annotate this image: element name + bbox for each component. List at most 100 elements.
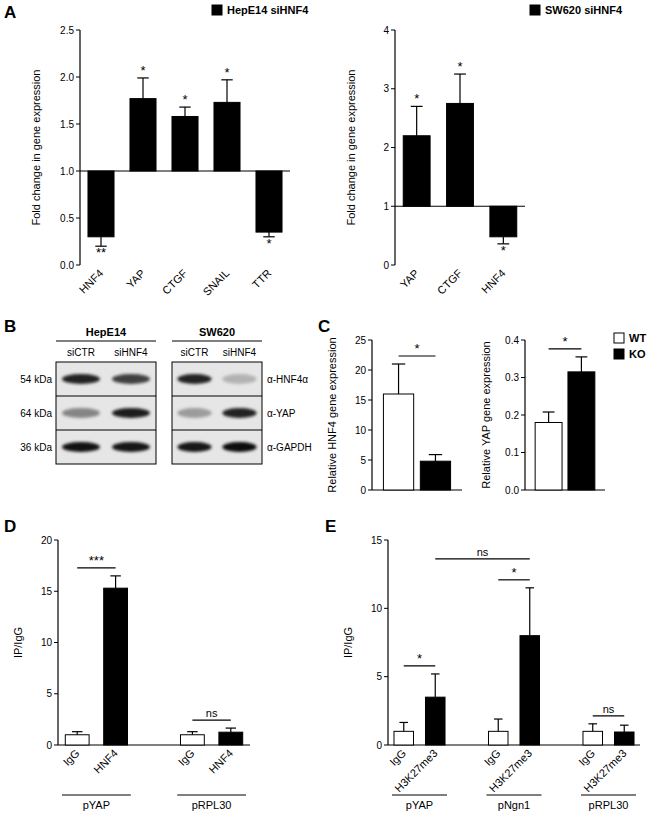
error-cap xyxy=(187,731,197,732)
error-stem xyxy=(459,74,460,103)
chart: 051015IP/IgGIgGH3K27me3IgGH3K27me3IgGH3K… xyxy=(342,535,640,812)
panel-label: B xyxy=(4,317,16,336)
y-tick-label: 15 xyxy=(355,395,367,406)
group-line xyxy=(62,794,131,795)
category-label: IgG xyxy=(482,747,503,768)
legend-label: SW620 siHNF4 xyxy=(545,4,623,16)
plot-marks xyxy=(403,74,517,244)
y-axis-label: Fold change in gene expression xyxy=(30,70,42,226)
error-stem xyxy=(403,722,404,731)
lane-label: siCTR xyxy=(67,347,95,358)
group-label: pNgn1 xyxy=(498,799,530,811)
error-cap xyxy=(431,673,440,674)
lane-label: siHNF4 xyxy=(223,347,257,358)
bar xyxy=(172,116,198,171)
blot-band xyxy=(177,408,211,418)
y-tick-label: 0 xyxy=(383,260,389,271)
error-bar xyxy=(392,364,405,394)
antibody-label: α-GAPDH xyxy=(267,442,312,453)
y-tick-label: 10 xyxy=(371,603,383,614)
group-line xyxy=(487,794,542,795)
panel-label: D xyxy=(4,517,16,536)
y-tick-label: 2 xyxy=(383,142,389,153)
error-bar xyxy=(620,725,629,732)
y-tick-label: 0.1 xyxy=(505,447,519,458)
y-tick-label: 0.0 xyxy=(60,260,74,271)
western-blot: HepE14siCTRsiHNF4SW620siCTRsiHNF454 kDaα… xyxy=(20,326,311,464)
group-line xyxy=(581,794,636,795)
category-label: HNF4 xyxy=(206,747,235,776)
error-cap xyxy=(226,727,236,728)
y-tick-label: 2.5 xyxy=(60,25,74,36)
blot-band xyxy=(112,408,150,418)
y-tick-label: 5 xyxy=(376,671,382,682)
plot-marks xyxy=(88,78,282,246)
category-label: IgG xyxy=(387,747,408,768)
error-cap xyxy=(620,725,629,726)
group-label: pRPL30 xyxy=(589,799,629,811)
error-stem xyxy=(529,588,530,636)
bar xyxy=(535,423,562,491)
error-bar xyxy=(454,74,466,103)
y-tick-label: 0.4 xyxy=(505,335,519,346)
significance: * xyxy=(457,59,462,74)
error-bar xyxy=(399,722,408,731)
bar xyxy=(88,171,114,237)
significance: * xyxy=(140,63,145,78)
y-tick-label: 0.2 xyxy=(505,410,519,421)
error-stem xyxy=(435,455,436,462)
blot-divider xyxy=(172,396,262,397)
bar xyxy=(219,732,243,745)
blot-membrane xyxy=(56,362,156,464)
lane-label: siCTR xyxy=(181,347,209,358)
error-cap xyxy=(399,722,408,723)
significance: * xyxy=(266,236,271,251)
error-cap xyxy=(543,411,555,412)
category-label: YAP xyxy=(398,267,421,290)
bar xyxy=(583,731,603,745)
y-tick-label: 5 xyxy=(46,688,52,699)
y-axis xyxy=(371,340,372,490)
category-label: HNF4 xyxy=(91,747,120,776)
bar xyxy=(488,731,508,745)
category-label: HNF4 xyxy=(77,267,106,296)
bar xyxy=(256,171,282,232)
plot-marks xyxy=(394,588,634,745)
size-label: 36 kDa xyxy=(20,442,52,453)
error-stem xyxy=(226,80,227,103)
cell-line-label: SW620 xyxy=(199,326,235,338)
error-stem xyxy=(581,357,582,372)
legend-label: WT xyxy=(629,332,646,344)
y-tick-label: 20 xyxy=(355,365,367,376)
comparison-bracket xyxy=(593,715,625,716)
lane-label: siHNF4 xyxy=(114,347,148,358)
y-axis-label: IP/IgG xyxy=(12,627,24,658)
header-line xyxy=(172,341,262,342)
category-label: YAP xyxy=(124,267,147,290)
y-tick-label: 4 xyxy=(383,25,389,36)
bar xyxy=(65,735,89,745)
group-label: pRPL30 xyxy=(192,799,232,811)
blot-band xyxy=(177,374,211,384)
group-label: pYAP xyxy=(83,799,110,811)
comparison-label: ns xyxy=(603,703,615,715)
bar xyxy=(180,735,204,745)
significance: * xyxy=(224,65,229,80)
y-axis xyxy=(394,30,395,265)
bar xyxy=(383,394,413,490)
y-tick-label: 15 xyxy=(41,586,53,597)
category-label: CTGF xyxy=(160,267,190,297)
panel-label: A xyxy=(4,3,16,22)
error-bar xyxy=(575,357,587,372)
y-tick-label: 10 xyxy=(355,425,367,436)
group-label: pYAP xyxy=(406,799,433,811)
legend-swatch xyxy=(614,333,624,343)
error-bar xyxy=(137,78,148,99)
blot-band xyxy=(177,442,211,452)
chart: 0510152025Relative HNF4 gene expression* xyxy=(326,335,462,496)
blot-membrane xyxy=(172,362,262,464)
y-tick-label: 1 xyxy=(383,201,389,212)
chart: 01234Fold change in gene expression*YAP*… xyxy=(345,4,623,297)
bar xyxy=(420,461,450,490)
error-bar xyxy=(187,732,197,735)
